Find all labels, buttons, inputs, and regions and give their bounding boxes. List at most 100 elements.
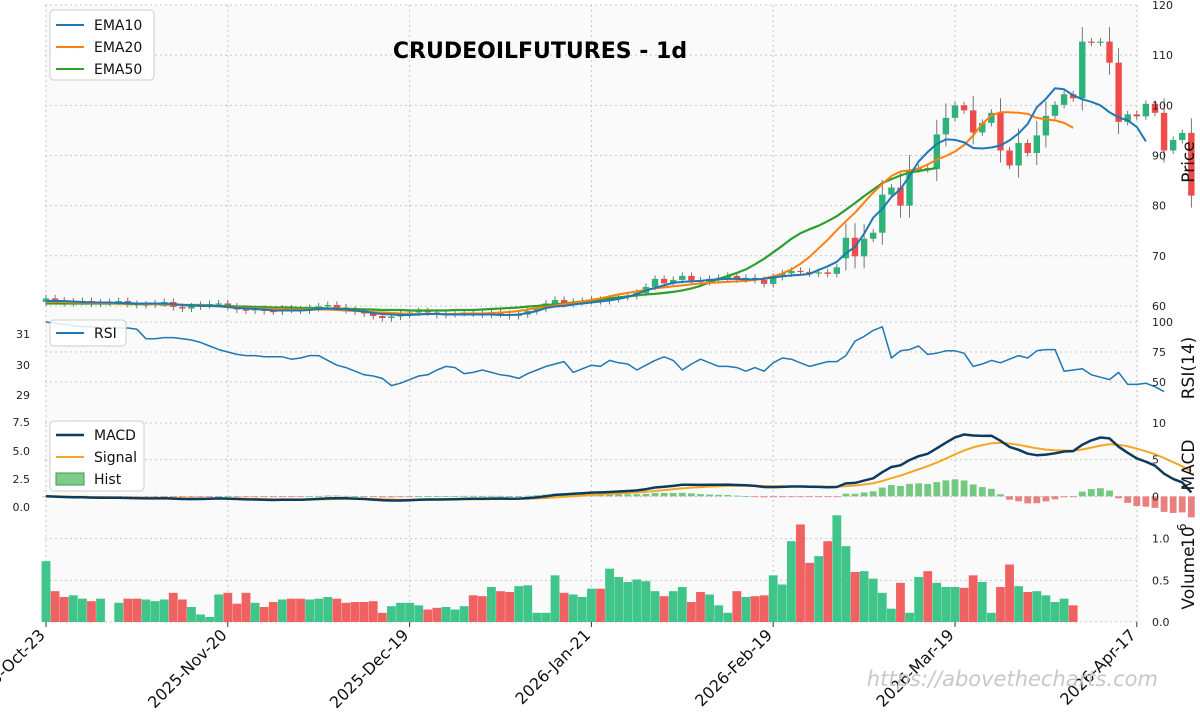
volume-bar [523, 585, 533, 622]
volume-bar [305, 599, 315, 622]
volume-bar [368, 601, 378, 622]
macd-hist-bar [297, 496, 304, 498]
macd-hist-bar [142, 496, 150, 498]
macd-hist-bar [378, 496, 386, 498]
volume-bar [259, 607, 269, 622]
macd-hist-bar [351, 496, 359, 497]
volume-bar [905, 612, 914, 622]
rsi-legend: RSI [49, 319, 127, 347]
volume-bar [541, 612, 551, 622]
macd-hist-bar [1160, 496, 1168, 512]
macd-panel [45, 412, 1140, 522]
macd-hist-bar [460, 495, 468, 497]
volume-bar [405, 602, 414, 622]
volume-axis-multiplier-base: 10 [1179, 526, 1199, 548]
volume-bar [177, 599, 187, 622]
macd-hist-bar [842, 493, 850, 497]
legend-hist-swatch [55, 472, 85, 486]
volume-bar [250, 602, 260, 622]
volume-bar [914, 577, 924, 622]
candle-body [806, 271, 813, 274]
volume-bar [996, 587, 1005, 622]
candle-body [533, 308, 541, 311]
candle-body [1033, 135, 1041, 153]
volume-bar [387, 606, 396, 622]
macd-hist-bar [242, 496, 250, 498]
volume-bar [141, 599, 151, 622]
candle-body [497, 312, 504, 315]
chart-title: CRUDEOILFUTURES - 1d [393, 39, 687, 64]
macd-hist-bar [160, 496, 168, 498]
volume-bar [1023, 592, 1033, 622]
volume-bar [277, 599, 287, 622]
macd-hist-bar [360, 496, 368, 498]
candle-body [370, 313, 377, 316]
candle-body [879, 194, 886, 233]
macd-hist-bar [1115, 496, 1123, 499]
macd-left-tick-label: 7.5 [13, 416, 31, 429]
volume-bar [514, 586, 524, 622]
candle-body [651, 278, 659, 287]
candle-body [324, 304, 331, 307]
volume-bar [777, 584, 787, 622]
candle-body [869, 232, 877, 239]
price-legend: EMA10 EMA20 EMA50 [49, 9, 155, 81]
macd-hist-bar [315, 495, 323, 497]
volume-bar [959, 587, 969, 622]
macd-hist-bar [769, 496, 777, 498]
candle-body [660, 278, 668, 284]
volume-bar [550, 575, 560, 622]
volume-bar [886, 608, 896, 622]
candle-body [788, 270, 795, 274]
macd-hist-bar [633, 494, 641, 497]
volume-bar [941, 587, 951, 622]
macd-hist-bar [1124, 496, 1132, 503]
macd-hist-bar [878, 487, 886, 497]
volume-bar [41, 561, 51, 622]
macd-hist-bar [824, 496, 832, 498]
volume-bar [750, 596, 760, 622]
volume-bar [714, 605, 724, 622]
macd-hist-bar [1033, 496, 1041, 504]
rsi-series-line [45, 321, 1165, 393]
price-axis-label: Price [1179, 141, 1199, 182]
volume-bar [696, 592, 705, 622]
price-tick-label: 70 [1152, 250, 1166, 263]
rsi-axis-label: RSI(14) [1179, 337, 1199, 400]
macd-hist-bar [742, 496, 750, 497]
volume-bar [796, 524, 805, 622]
volume-bar [50, 591, 60, 622]
macd-hist-bar [951, 479, 959, 497]
macd-hist-bar [233, 496, 241, 498]
candle-body [1142, 103, 1150, 117]
volume-bar [741, 597, 751, 622]
volume-bar [487, 587, 496, 622]
macd-hist-bar [642, 493, 650, 497]
volume-axis-label: Volume [1179, 546, 1199, 609]
candle-body [215, 303, 222, 305]
volume-bar [1032, 591, 1042, 622]
candle-body [1160, 112, 1168, 151]
rsi-left-tick-label: 29 [16, 389, 30, 402]
macd-hist-bar [751, 496, 759, 498]
volume-bar [559, 592, 569, 622]
macd-hist-bar [960, 480, 968, 497]
candle-body [179, 306, 186, 309]
candle-body [115, 300, 122, 303]
candle-body [1060, 94, 1068, 105]
volume-bar [187, 607, 196, 622]
volume-bar [68, 595, 78, 622]
candle-body [333, 304, 341, 308]
macd-hist-bar [887, 485, 895, 497]
volume-bar [323, 597, 333, 622]
volume-bar [241, 592, 251, 622]
volume-tick-label: 1.0 [1152, 533, 1170, 546]
macd-hist-bar [706, 494, 713, 497]
macd-hist-bar [660, 492, 668, 497]
macd-hist-bar [1178, 496, 1186, 513]
candle-body [933, 134, 941, 170]
volume-bar [686, 602, 696, 622]
volume-bar [341, 602, 351, 622]
volume-bar [287, 598, 296, 622]
